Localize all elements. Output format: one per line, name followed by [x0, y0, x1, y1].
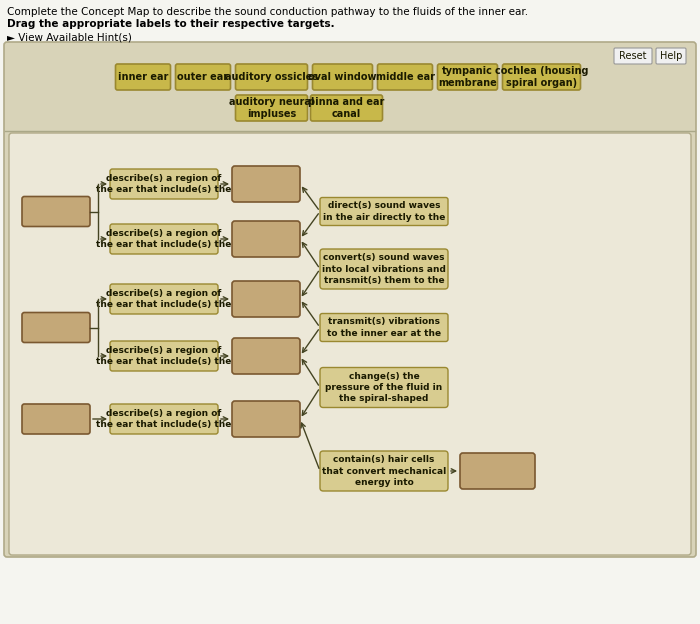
- Text: describe(s) a region of
the ear that include(s) the: describe(s) a region of the ear that inc…: [97, 229, 232, 249]
- Text: inner ear: inner ear: [118, 72, 168, 82]
- FancyBboxPatch shape: [110, 341, 218, 371]
- Text: describe(s) a region of
the ear that include(s) the: describe(s) a region of the ear that inc…: [97, 346, 232, 366]
- FancyBboxPatch shape: [22, 197, 90, 227]
- FancyBboxPatch shape: [320, 451, 448, 491]
- Text: contain(s) hair cells
that convert mechanical
energy into: contain(s) hair cells that convert mecha…: [322, 456, 446, 487]
- Text: auditory neural
impluses: auditory neural impluses: [229, 97, 314, 119]
- FancyBboxPatch shape: [232, 166, 300, 202]
- FancyBboxPatch shape: [614, 48, 652, 64]
- Text: transmit(s) vibrations
to the inner ear at the: transmit(s) vibrations to the inner ear …: [327, 318, 441, 338]
- FancyBboxPatch shape: [438, 64, 498, 90]
- Text: describe(s) a region of
the ear that include(s) the: describe(s) a region of the ear that inc…: [97, 174, 232, 194]
- FancyBboxPatch shape: [232, 221, 300, 257]
- FancyBboxPatch shape: [503, 64, 580, 90]
- FancyBboxPatch shape: [320, 313, 448, 341]
- FancyBboxPatch shape: [22, 404, 90, 434]
- FancyBboxPatch shape: [110, 169, 218, 199]
- FancyBboxPatch shape: [4, 42, 696, 557]
- FancyBboxPatch shape: [232, 281, 300, 317]
- FancyBboxPatch shape: [176, 64, 230, 90]
- Text: oval window: oval window: [308, 72, 377, 82]
- FancyBboxPatch shape: [235, 64, 307, 90]
- Text: Drag the appropriate labels to their respective targets.: Drag the appropriate labels to their res…: [7, 19, 335, 29]
- FancyBboxPatch shape: [110, 224, 218, 254]
- FancyBboxPatch shape: [320, 249, 448, 289]
- Text: outer ear: outer ear: [177, 72, 229, 82]
- Text: Complete the Concept Map to describe the sound conduction pathway to the fluids : Complete the Concept Map to describe the…: [7, 7, 528, 17]
- FancyBboxPatch shape: [232, 401, 300, 437]
- Text: change(s) the
pressure of the fluid in
the spiral-shaped: change(s) the pressure of the fluid in t…: [326, 372, 442, 403]
- Text: Help: Help: [660, 51, 682, 61]
- Text: describe(s) a region of
the ear that include(s) the: describe(s) a region of the ear that inc…: [97, 409, 232, 429]
- FancyBboxPatch shape: [9, 133, 691, 555]
- FancyBboxPatch shape: [312, 64, 372, 90]
- FancyBboxPatch shape: [22, 313, 90, 343]
- Text: cochlea (housing
spiral organ): cochlea (housing spiral organ): [495, 66, 588, 88]
- Text: middle ear: middle ear: [375, 72, 435, 82]
- FancyBboxPatch shape: [232, 338, 300, 374]
- FancyBboxPatch shape: [320, 198, 448, 225]
- FancyBboxPatch shape: [116, 64, 171, 90]
- FancyBboxPatch shape: [110, 284, 218, 314]
- FancyBboxPatch shape: [656, 48, 686, 64]
- Text: describe(s) a region of
the ear that include(s) the: describe(s) a region of the ear that inc…: [97, 289, 232, 309]
- Text: tympanic
membrane: tympanic membrane: [438, 66, 497, 88]
- FancyBboxPatch shape: [311, 95, 382, 121]
- FancyBboxPatch shape: [320, 368, 448, 407]
- Text: direct(s) sound waves
in the air directly to the: direct(s) sound waves in the air directl…: [323, 202, 445, 222]
- Text: Reset: Reset: [620, 51, 647, 61]
- Text: convert(s) sound waves
into local vibrations and
transmit(s) them to the: convert(s) sound waves into local vibrat…: [322, 253, 446, 285]
- Text: auditory ossicles: auditory ossicles: [225, 72, 318, 82]
- Text: ► View Available Hint(s): ► View Available Hint(s): [7, 32, 132, 42]
- FancyBboxPatch shape: [110, 404, 218, 434]
- FancyBboxPatch shape: [235, 95, 307, 121]
- Text: pinna and ear
canal: pinna and ear canal: [308, 97, 385, 119]
- FancyBboxPatch shape: [377, 64, 433, 90]
- FancyBboxPatch shape: [460, 453, 535, 489]
